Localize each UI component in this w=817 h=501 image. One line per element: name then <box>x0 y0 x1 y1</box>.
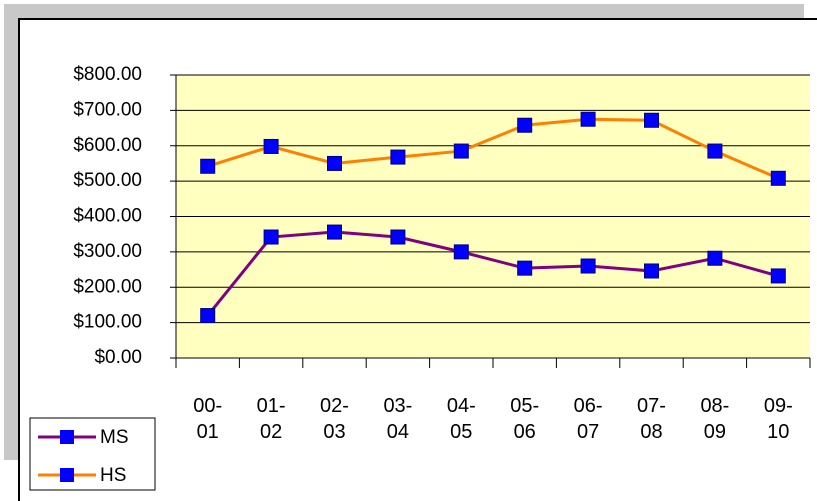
marker <box>200 158 216 174</box>
x-tick-label: 07-08 <box>637 395 666 443</box>
x-tick-label: 05-06 <box>510 395 540 443</box>
y-tick-label: $100.00 <box>73 312 142 333</box>
x-tick-label: 02-03 <box>320 395 349 443</box>
x-tick-label: 09-10 <box>763 395 793 443</box>
marker <box>770 170 786 186</box>
y-tick-label: $0.00 <box>94 347 142 368</box>
series-line <box>207 117 779 180</box>
legend-label: HS <box>100 465 126 486</box>
marker <box>200 308 216 324</box>
legend-label: MS <box>100 427 129 448</box>
y-tick-label: $500.00 <box>73 170 142 191</box>
y-tick-label: $300.00 <box>73 241 142 262</box>
y-tick-label: $200.00 <box>73 276 142 297</box>
marker <box>263 138 279 154</box>
marker <box>453 143 469 159</box>
marker <box>327 155 342 171</box>
marker <box>580 258 596 274</box>
marker <box>580 111 596 127</box>
marker <box>644 112 659 128</box>
x-tick-label: 03-04 <box>383 395 413 443</box>
legend-marker <box>60 468 74 482</box>
y-tick-label: $400.00 <box>73 206 142 227</box>
x-tick-label: 06-07 <box>573 395 603 443</box>
marker <box>263 229 279 245</box>
x-tick-label: 04-05 <box>446 395 476 443</box>
legend-box <box>29 417 156 491</box>
y-tick-label: $600.00 <box>73 135 142 156</box>
y-tick-label: $700.00 <box>73 99 142 120</box>
legend-marker <box>60 430 74 444</box>
x-tick-label: 01-02 <box>256 395 286 443</box>
y-tick-label: $800.00 <box>73 64 142 85</box>
marker <box>770 268 786 284</box>
x-tick-label: 08-09 <box>700 395 730 443</box>
marker <box>644 263 659 279</box>
x-tick-label: 00-01 <box>193 395 223 443</box>
marker <box>707 143 723 159</box>
marker <box>390 149 406 165</box>
marker <box>453 244 469 260</box>
marker <box>517 260 533 276</box>
marker <box>517 117 533 133</box>
marker <box>390 229 406 245</box>
marker <box>707 250 723 266</box>
marker <box>327 224 342 240</box>
series-line <box>206 230 779 317</box>
